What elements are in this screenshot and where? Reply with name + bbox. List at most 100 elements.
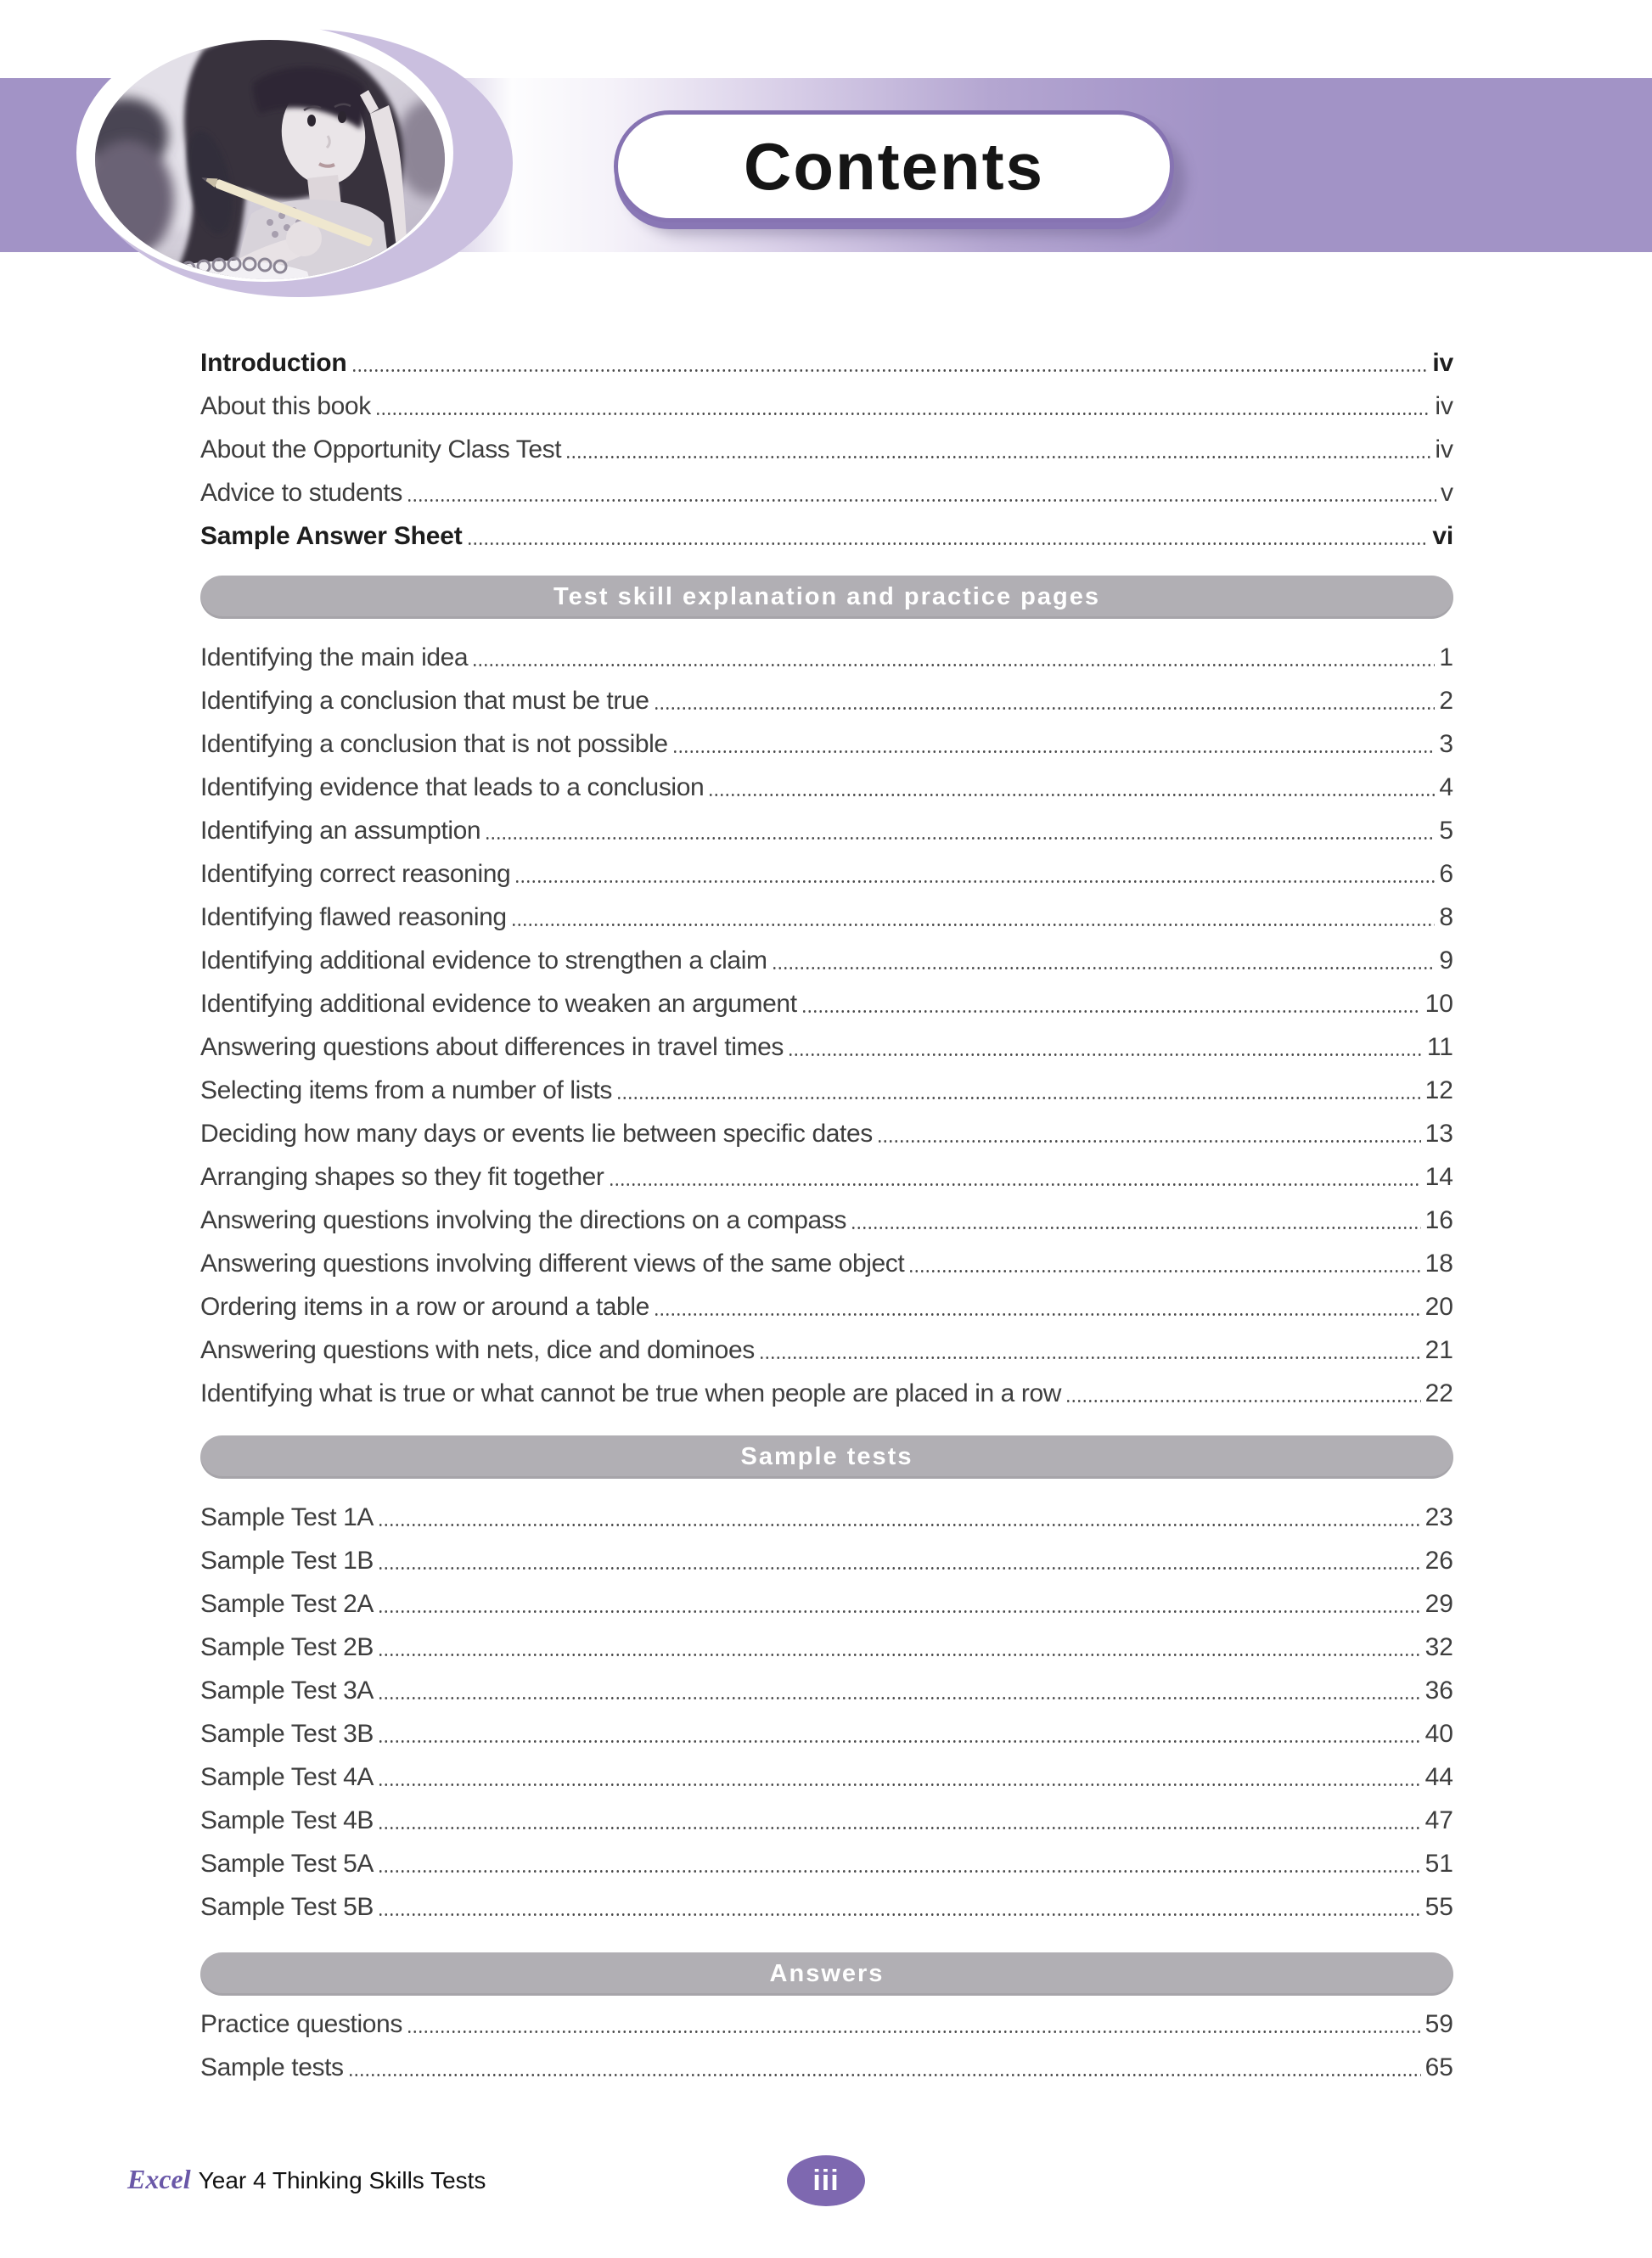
toc-section: Sample tests Sample Test 1A 23 Sample Test … xyxy=(200,1435,1453,1929)
toc-row: Arranging shapes so they fit together 14 xyxy=(200,1155,1453,1199)
dot-leader xyxy=(771,939,1436,982)
toc: Introduction iv About this book iv About the… xyxy=(200,341,1453,2089)
toc-entry-page: 12 xyxy=(1424,1076,1453,1104)
intro-list: Introduction iv About this book iv About the… xyxy=(200,341,1453,558)
toc-entry-label: Identifying a conclusion that must be tr… xyxy=(200,687,649,715)
toc-entry-page: 3 xyxy=(1439,730,1453,758)
toc-entry-page: 29 xyxy=(1424,1590,1453,1618)
toc-row: Identifying additional evidence to weake… xyxy=(200,982,1453,1025)
toc-row: Answering questions involving the direct… xyxy=(200,1199,1453,1242)
contents-title-pill: Contents xyxy=(614,110,1174,222)
toc-entry-label: Sample Test 2B xyxy=(200,1633,374,1661)
dot-leader xyxy=(801,982,1421,1025)
toc-row: Sample Test 4B 47 xyxy=(200,1799,1453,1842)
toc-entry-label: Identifying evidence that leads to a con… xyxy=(200,773,705,801)
dot-leader xyxy=(374,385,1431,428)
toc-entry-label: Sample Test 3A xyxy=(200,1677,374,1705)
toc-entry-label: Answering questions about differences in… xyxy=(200,1033,784,1061)
student-photo xyxy=(0,0,543,331)
toc-entry-page: 22 xyxy=(1424,1379,1453,1407)
toc-entry-label: Answering questions involving the direct… xyxy=(200,1206,846,1234)
dot-leader xyxy=(510,896,1436,939)
toc-row: Sample Test 2B 32 xyxy=(200,1626,1453,1669)
toc-entry-label: Answering questions with nets, dice and … xyxy=(200,1336,755,1364)
toc-entry-page: 51 xyxy=(1424,1850,1453,1878)
toc-entry-page: 11 xyxy=(1426,1033,1453,1061)
toc-row: Identifying the main idea 1 xyxy=(200,636,1453,679)
dot-leader xyxy=(406,471,1436,514)
book-title: Excel Year 4 Thinking Skills Tests xyxy=(127,2164,486,2195)
toc-row: Sample Test 3B 40 xyxy=(200,1712,1453,1755)
dot-leader xyxy=(377,1496,1421,1539)
dot-leader xyxy=(377,1539,1421,1582)
toc-entry-page: 9 xyxy=(1439,946,1453,975)
dot-leader xyxy=(850,1199,1421,1242)
dot-leader xyxy=(377,1626,1421,1669)
toc-row: Sample Test 3A 36 xyxy=(200,1669,1453,1712)
toc-row: Introduction iv xyxy=(200,341,1453,385)
toc-entry-label: Advice to students xyxy=(200,479,402,507)
toc-entry-label: Identifying the main idea xyxy=(200,643,469,671)
dot-leader xyxy=(514,852,1436,896)
section-banner: Answers xyxy=(200,1952,1453,1996)
toc-row: Identifying additional evidence to stren… xyxy=(200,939,1453,982)
toc-row: Identifying an assumption 5 xyxy=(200,809,1453,852)
dot-leader xyxy=(876,1112,1421,1155)
toc-row: Sample Test 1A 23 xyxy=(200,1496,1453,1539)
toc-section: Answers Practice questions 59 Sample tests 6… xyxy=(200,1952,1453,2089)
toc-row: Sample Test 2A 29 xyxy=(200,1582,1453,1626)
toc-row: About the Opportunity Class Test iv xyxy=(200,428,1453,471)
dot-leader xyxy=(377,1799,1421,1842)
toc-entry-page: 18 xyxy=(1424,1250,1453,1278)
dot-leader xyxy=(653,1285,1421,1328)
section-list: Identifying the main idea 1 Identifying a … xyxy=(200,636,1453,1415)
toc-entry-label: Identifying flawed reasoning xyxy=(200,903,507,931)
toc-entry-label: Sample Test 5B xyxy=(200,1893,374,1921)
toc-entry-page: 6 xyxy=(1439,860,1453,888)
toc-entry-page: 1 xyxy=(1439,643,1453,671)
toc-row: Answering questions with nets, dice and … xyxy=(200,1328,1453,1372)
dot-leader xyxy=(758,1328,1421,1372)
toc-section: Test skill explanation and practice page… xyxy=(200,576,1453,1415)
dot-leader xyxy=(608,1155,1421,1199)
toc-entry-label: Sample Test 1A xyxy=(200,1503,374,1531)
toc-row: Selecting items from a number of lists 12 xyxy=(200,1069,1453,1112)
toc-entry-page: 16 xyxy=(1424,1206,1453,1234)
toc-entry-label: Ordering items in a row or around a tabl… xyxy=(200,1293,649,1321)
toc-entry-page: 59 xyxy=(1424,2010,1453,2038)
toc-entry-page: iv xyxy=(1432,349,1453,377)
toc-row: Identifying what is true or what cannot … xyxy=(200,1372,1453,1415)
toc-row: Ordering items in a row or around a tabl… xyxy=(200,1285,1453,1328)
section-list: Practice questions 59 Sample tests 65 xyxy=(200,2002,1453,2089)
toc-entry-label: Arranging shapes so they fit together xyxy=(200,1163,604,1191)
toc-entry-label: Identifying an assumption xyxy=(200,817,481,845)
toc-entry-label: Identifying what is true or what cannot … xyxy=(200,1379,1062,1407)
book-series-title: Year 4 Thinking Skills Tests xyxy=(198,2167,486,2193)
excel-brand-logo: Excel xyxy=(127,2164,191,2194)
toc-entry-label: Sample Test 3B xyxy=(200,1720,374,1748)
dot-leader xyxy=(347,2046,1421,2089)
page-title: Contents xyxy=(744,129,1044,204)
toc-row: Identifying correct reasoning 6 xyxy=(200,852,1453,896)
toc-row: Answering questions about differences in… xyxy=(200,1025,1453,1069)
toc-row: Sample Test 1B 26 xyxy=(200,1539,1453,1582)
page-number-badge: iii xyxy=(787,2155,865,2206)
sections: Test skill explanation and practice page… xyxy=(200,576,1453,2089)
toc-row: Sample Test 5B 55 xyxy=(200,1885,1453,1929)
toc-row: Advice to students v xyxy=(200,471,1453,514)
toc-row: Identifying a conclusion that is not pos… xyxy=(200,722,1453,766)
toc-entry-page: 14 xyxy=(1424,1163,1453,1191)
toc-row: Sample Answer Sheet vi xyxy=(200,514,1453,558)
toc-entry-page: 23 xyxy=(1424,1503,1453,1531)
dot-leader xyxy=(472,636,1436,679)
toc-entry-label: Sample Test 1B xyxy=(200,1547,374,1575)
section-list: Sample Test 1A 23 Sample Test 1B 26 Sample T… xyxy=(200,1496,1453,1929)
toc-entry-label: Sample Test 2A xyxy=(200,1590,374,1618)
toc-entry-page: 36 xyxy=(1424,1677,1453,1705)
toc-entry-page: 10 xyxy=(1424,990,1453,1018)
toc-row: Practice questions 59 xyxy=(200,2002,1453,2046)
toc-entry-page: 65 xyxy=(1424,2053,1453,2081)
toc-entry-label: Answering questions involving different … xyxy=(200,1250,905,1278)
toc-entry-label: Identifying a conclusion that is not pos… xyxy=(200,730,668,758)
